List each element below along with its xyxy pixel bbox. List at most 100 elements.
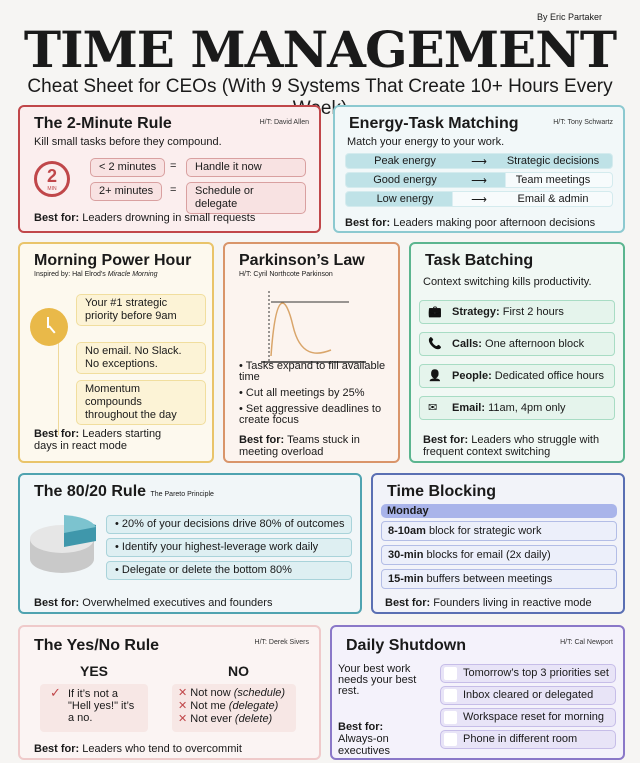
envelope-icon: ✉ [428,402,438,414]
connector-line [58,330,59,435]
tagline: Match your energy to your work. [347,136,505,148]
no-text: Not me [190,700,229,712]
energy-level: Good energy [373,174,437,186]
checkbox[interactable] [444,711,457,724]
best-for-text: Overwhelmed executives and founders [82,597,273,609]
hat-tip: H/T: David Allen [259,119,309,126]
best-for-label: Best for: [34,428,80,440]
batch-item: 📞 Calls: One afternoon block [419,332,615,356]
checkbox[interactable] [444,733,457,746]
pareto-bullet: • Identify your highest-leverage work da… [106,538,352,557]
best-for: Best for: Leaders drowning in small requ… [34,212,255,224]
best-for-label: Best for: [338,721,384,733]
checklist-item[interactable]: Phone in different room [440,730,616,749]
bullet-item: • Cut all meetings by 25% [239,387,365,399]
pareto-bullet: • Delegate or delete the bottom 80% [106,561,352,580]
card-title: Time Blocking [387,483,497,500]
card-title: Task Batching [425,252,534,269]
byline: By Eric Partaker [536,12,602,22]
best-for-text: Leaders starting days in react mode [34,428,162,452]
checklist-label: Workspace reset for morning [463,711,605,723]
card-title: Daily Shutdown [346,637,466,654]
card-parkinsons-law: Parkinson’s Law H/T: Cyril Northcote Par… [223,242,400,463]
checklist-item[interactable]: Tomorrow’s top 3 priorities set [440,664,616,683]
phone-icon: 📞 [428,338,442,350]
time-block[interactable]: 8-10am block for strategic work [381,521,617,541]
hat-tip: H/T: Cal Newport [560,639,613,646]
best-for-text: Leaders drowning in small requests [82,212,256,224]
best-for: Best for: Overwhelmed executives and fou… [34,597,272,609]
parkinson-bullets: • Tasks expand to fill available time • … [239,361,389,426]
best-for-label: Best for: [385,597,431,609]
best-for: Best for: Always-on executives [338,721,408,757]
clock-icon [30,308,68,346]
batch-text: One afternoon block [485,338,585,350]
card-morning-power-hour: Morning Power Hour Inspired by: Hal Elro… [18,242,214,463]
best-for-text: Leaders who struggle with frequent conte… [423,434,600,458]
hat-tip: H/T: Cyril Northcote Parkinson [239,271,333,278]
bullet-text: Delegate or delete the bottom 80% [121,564,292,576]
no-item: ✕ Not ever (delete) [178,713,290,726]
checkbox[interactable] [444,689,457,702]
person-icon: 👤 [428,370,442,382]
task-type: Email & admin [517,193,589,205]
best-for: Best for: Leaders who struggle with freq… [423,434,613,458]
best-for-label: Best for: [34,743,80,755]
bullet-text: 20% of your decisions drive 80% of outco… [121,518,345,530]
batch-text: 11am, 4pm only [488,402,566,414]
no-note: (delegate) [228,700,279,712]
briefcase-icon: 💼 [428,306,442,318]
checkbox[interactable] [444,667,457,680]
batch-text: Dedicated office hours [494,370,605,382]
card-title: Parkinson’s Law [239,252,365,269]
bullet-text: Identify your highest-leverage work dail… [121,541,319,553]
pie-chart-icon [30,515,96,573]
check-icon: ✓ [50,685,61,700]
yes-box: ✓ If it’s not a "Hell yes!" it’s a no. [40,684,148,732]
card-time-blocking: Time Blocking Monday Best for: Founders … [371,473,625,614]
inspired-by: Inspired by: Hal Elrod's Miracle Morning [34,271,158,278]
card-task-batching: Task Batching Context switching kills pr… [409,242,625,463]
checklist-item[interactable]: Inbox cleared or delegated [440,686,616,705]
card-subtitle: The Pareto Principle [150,491,214,498]
checklist-item[interactable]: Workspace reset for morning [440,708,616,727]
bullet-text: Cut all meetings by 25% [245,387,365,399]
best-for-text: Leaders making poor afternoon decisions [393,217,596,229]
time-block[interactable]: 30-min blocks for email (2x daily) [381,545,617,565]
timer-icon: 2 MIN [34,161,70,197]
tagline: Kill small tasks before they compound. [34,136,222,148]
checklist-label: Tomorrow’s top 3 priorities set [463,667,609,679]
card-daily-shutdown: Daily Shutdown H/T: Cal Newport Your bes… [330,625,625,760]
best-for-label: Best for: [239,434,285,446]
batch-item: 👤 People: Dedicated office hours [419,364,615,388]
best-for-label: Best for: [423,434,469,446]
energy-row: Low energy ⟶ Email & admin [345,191,613,207]
yes-text: If it’s not a "Hell yes!" it’s a no. [68,688,135,724]
hat-tip: H/T: Derek Sivers [254,639,309,646]
task-type: Team meetings [515,174,591,186]
batch-text: First 2 hours [502,306,564,318]
timer-unit: MIN [47,186,57,192]
tagline: Context switching kills productivity. [423,276,592,288]
inspired-book: Miracle Morning [107,271,158,278]
time-block[interactable]: 15-min buffers between meetings [381,569,617,589]
action-long: Schedule or delegate [186,182,306,214]
best-for: Best for: Founders living in reactive mo… [385,597,592,609]
best-for-text: Teams stuck in meeting overload [239,434,360,458]
no-item: ✕ Not now (schedule) [178,687,290,700]
title-text: The 80/20 Rule [34,483,147,500]
card-title: Energy-Task Matching [349,115,519,132]
best-for-text: Leaders who tend to overcommit [82,743,242,755]
no-box: ✕ Not now (schedule) ✕ Not me (delegate) ✕… [172,684,296,732]
bullet-text: Tasks expand to fill available time [239,360,386,383]
duration-short: < 2 minutes [90,158,166,177]
checklist-label: Phone in different room [463,733,578,745]
bullet-text: Set aggressive deadlines to create focus [239,403,382,426]
action-short: Handle it now [186,158,306,177]
card-title: The 80/20 Rule The Pareto Principle [34,483,214,501]
block-time: 8-10am [388,525,426,537]
card-title: The 2-Minute Rule [34,115,172,132]
page-title: TIME MANAGEMENT [23,20,617,79]
morning-item: Momentum compounds throughout the day [76,380,206,425]
parkinson-curve-illustration [261,291,366,363]
